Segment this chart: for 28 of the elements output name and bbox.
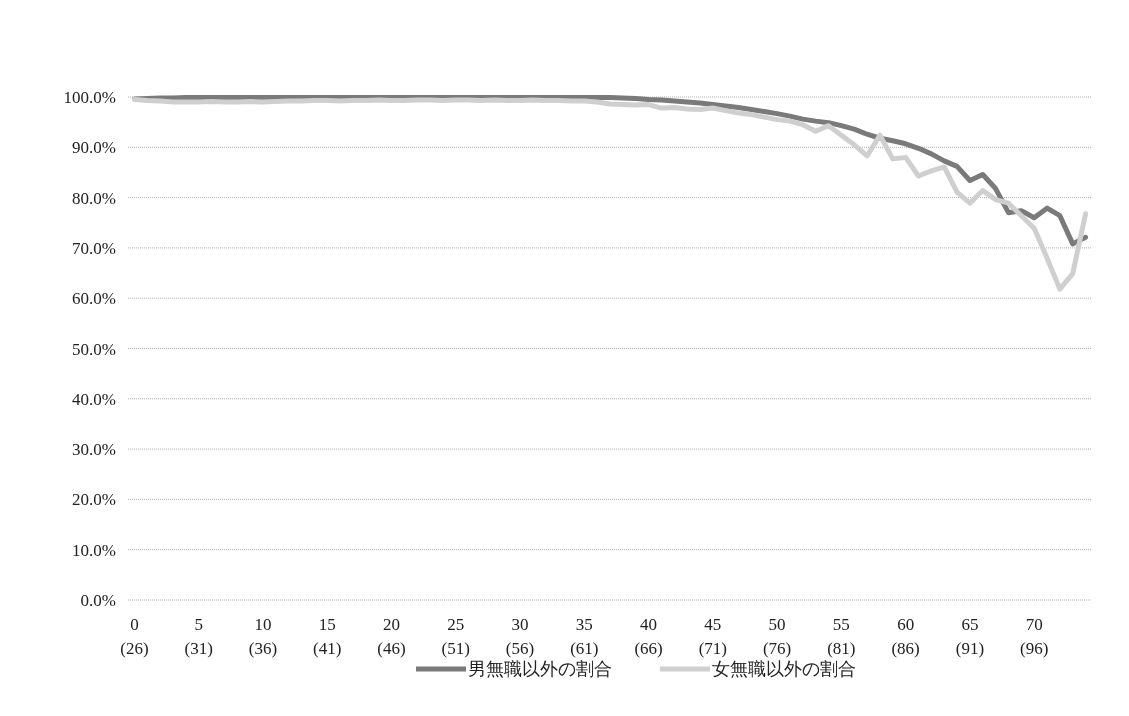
y-tick-label: 0.0% <box>80 591 116 610</box>
y-tick-label: 30.0% <box>72 440 116 460</box>
x-tick-label: 70 (96) <box>1020 615 1049 658</box>
x-tick-label: 35 (61) <box>570 615 599 658</box>
x-tick-label: 40 (66) <box>634 615 663 658</box>
x-tick-label: 45 (71) <box>698 615 727 658</box>
y-tick-label: 10.0% <box>72 540 116 560</box>
x-tick-label: 15 (41) <box>313 615 342 658</box>
y-tick-label: 60.0% <box>72 289 116 309</box>
y-tick-label: 70.0% <box>72 238 116 258</box>
y-tick-label: 100.0% <box>63 88 116 107</box>
x-tick-label: 30 (56) <box>505 615 535 658</box>
y-tick-label: 90.0% <box>72 138 116 158</box>
x-tick-label: 0 (26) <box>120 615 149 658</box>
x-tick-label: 50 (76) <box>762 615 792 658</box>
legend-label: 女無職以外の割合 <box>712 659 856 679</box>
x-tick-label: 10 (36) <box>248 615 278 658</box>
y-tick-label: 20.0% <box>72 490 116 510</box>
x-tick-label: 65 (91) <box>955 615 985 658</box>
x-tick-label: 20 (46) <box>377 615 406 658</box>
legend-label: 男無職以外の割合 <box>468 659 612 679</box>
x-tick-label: 5 (31) <box>184 615 213 658</box>
x-tick-label: 55 (81) <box>827 615 856 658</box>
y-tick-label: 50.0% <box>72 339 116 359</box>
x-tick-label: 60 (86) <box>891 615 920 658</box>
y-tick-label: 40.0% <box>72 389 116 409</box>
x-tick-label: 25 (51) <box>441 615 470 658</box>
y-tick-label: 80.0% <box>72 188 116 208</box>
